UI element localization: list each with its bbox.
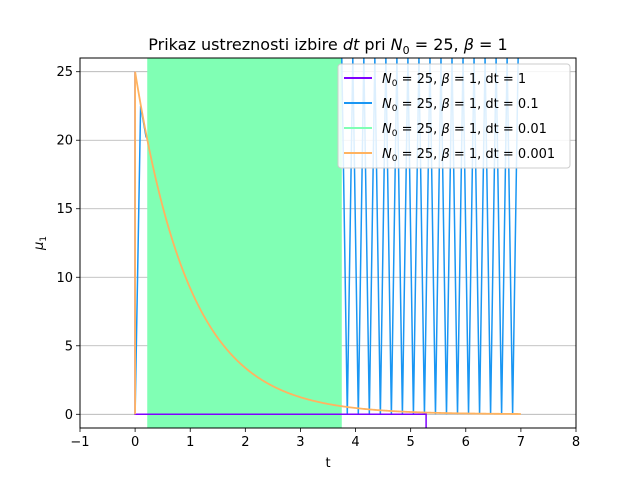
series-dt-0.1-oscillation — [341, 58, 519, 415]
x-tick-label: −1 — [70, 435, 89, 450]
legend: N0 = 25, β = 1, dt = 1 N0 = 25, β = 1, dt… — [337, 63, 571, 169]
plot-frame — [79, 57, 577, 429]
y-tick-label: 15 — [56, 202, 73, 217]
x-tick-label: 0 — [131, 435, 139, 450]
x-tick-label: 1 — [186, 435, 194, 450]
legend-label: N0 = 25, β = 1, dt = 0.01 — [382, 122, 547, 139]
series-dt-0.001-curve — [134, 71, 521, 415]
x-tick-label: 8 — [572, 435, 580, 450]
y-axis-label: μ1 — [32, 236, 49, 251]
x-tick-label: 3 — [296, 435, 304, 450]
y-tick-label: 20 — [56, 134, 73, 149]
x-tick-label: 2 — [241, 435, 249, 450]
x-tick-label: 4 — [351, 435, 359, 450]
x-tick-label: 6 — [462, 435, 470, 450]
legend-label: N0 = 25, β = 1, dt = 0.001 — [382, 147, 555, 164]
series-dt-0.01-band — [147, 58, 342, 428]
chart-title: Prikaz ustreznosti izbire dt pri N0 = 25… — [148, 35, 507, 57]
legend-label: N0 = 25, β = 1, dt = 0.1 — [382, 97, 539, 114]
x-tick-label: 5 — [407, 435, 415, 450]
axes: 0 5 10 15 20 25 −1 0 1 2 3 4 5 6 7 8 — [56, 65, 580, 450]
y-tick-label: 25 — [56, 65, 73, 80]
x-tick-label: 7 — [517, 435, 525, 450]
legend-box — [337, 63, 571, 169]
y-tick-label: 0 — [65, 408, 73, 423]
y-tick-label: 5 — [65, 339, 73, 354]
x-axis-label: t — [325, 456, 330, 471]
y-tick-label: 10 — [56, 271, 73, 286]
series-layer — [134, 58, 521, 428]
legend-label: N0 = 25, β = 1, dt = 1 — [382, 72, 526, 89]
